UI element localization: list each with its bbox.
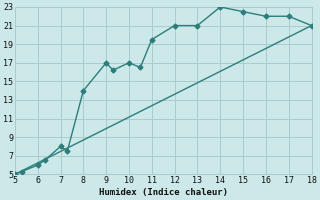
X-axis label: Humidex (Indice chaleur): Humidex (Indice chaleur) <box>99 188 228 197</box>
